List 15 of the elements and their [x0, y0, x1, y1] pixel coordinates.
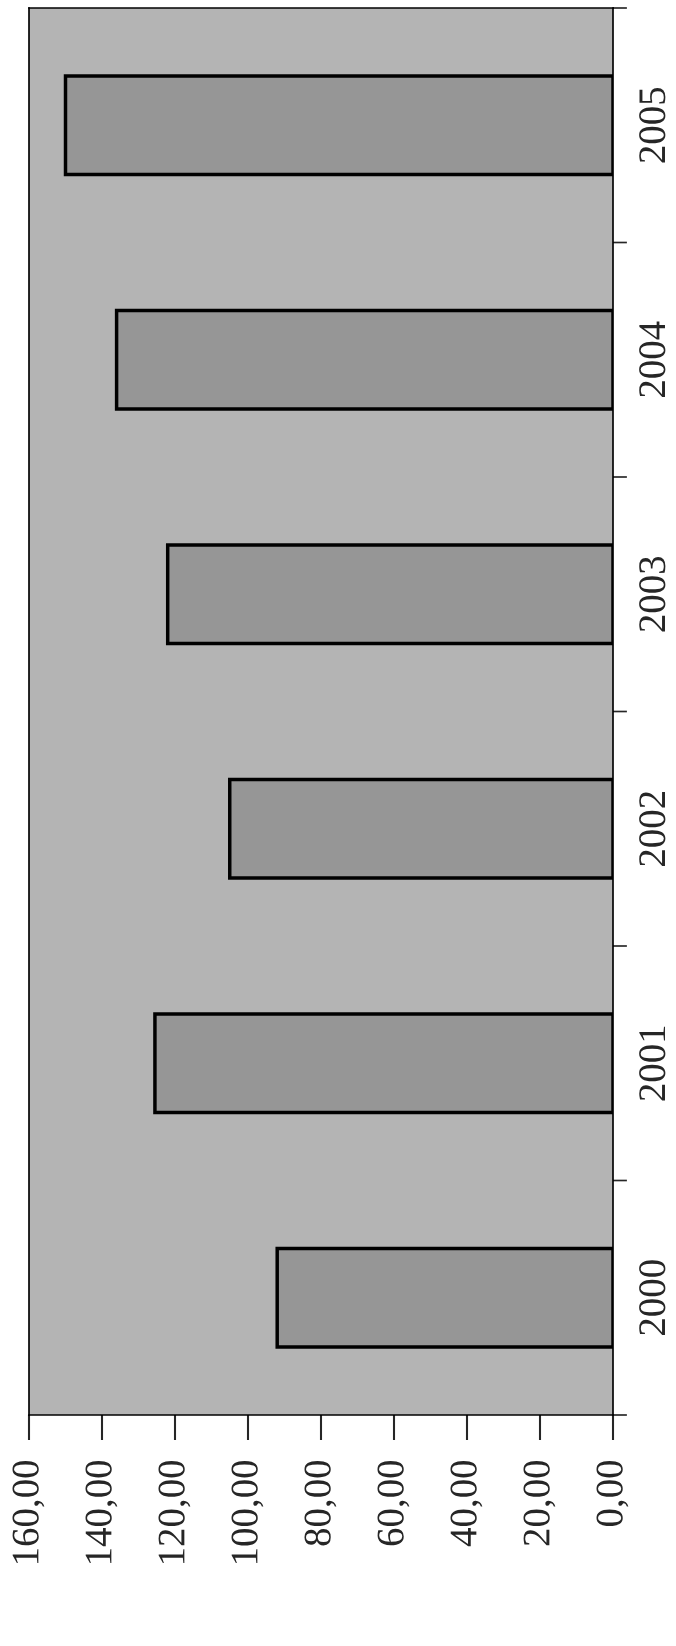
- y-tick-label: 2003: [639, 556, 666, 632]
- y-tick-label: 2000: [639, 1260, 666, 1335]
- x-tick-label: 40,00: [450, 1460, 483, 1547]
- x-tick-label: 120,00: [158, 1460, 191, 1563]
- y-tick-label: 2005: [639, 87, 666, 163]
- x-tick-label: 0,00: [596, 1460, 629, 1527]
- x-tick-label: 80,00: [304, 1460, 337, 1546]
- x-tick-label: 100,00: [231, 1460, 264, 1563]
- x-tick-label: 140,00: [85, 1460, 118, 1563]
- y-tick-label: 2001: [639, 1026, 666, 1101]
- x-tick-label: 20,00: [523, 1460, 556, 1546]
- x-tick-label: 160,00: [12, 1460, 45, 1563]
- y-tick-label: 2002: [639, 792, 666, 866]
- y-tick-label: 2004: [639, 321, 666, 397]
- x-tick-label: 60,00: [377, 1460, 410, 1546]
